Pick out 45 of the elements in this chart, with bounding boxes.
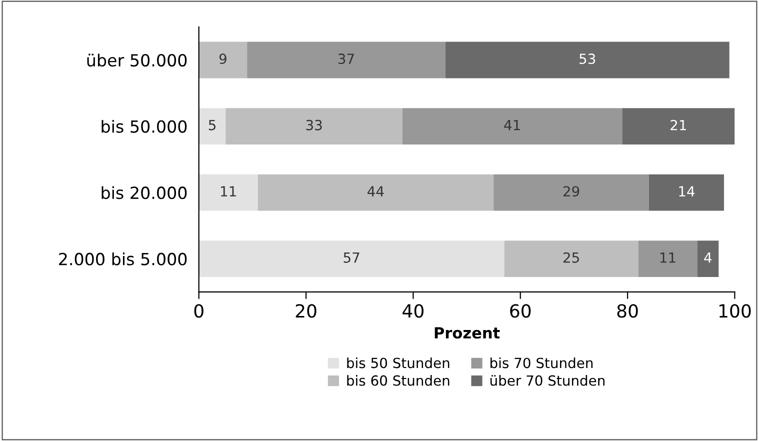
data-label: 33: [306, 120, 322, 130]
bar: [247, 42, 446, 78]
data-label: 41: [504, 120, 520, 130]
bar: [198, 42, 248, 78]
bar: [494, 174, 649, 211]
x-tick-label: 40: [402, 304, 424, 318]
data-label: 57: [344, 252, 360, 263]
bar: [198, 174, 258, 211]
x-axis-title: Prozent: [434, 327, 500, 339]
bar: [198, 240, 504, 278]
x-tick-label: 100: [719, 304, 751, 318]
bar: [622, 108, 735, 145]
data-label: 53: [580, 54, 596, 64]
data-label: 21: [670, 120, 686, 130]
bar: [258, 174, 494, 211]
data-label: 11: [660, 252, 676, 263]
legend-label: bis 70 Stunden: [490, 357, 593, 368]
x-tick-label: 60: [510, 304, 531, 318]
y-tick-label: bis 50.000: [102, 120, 187, 133]
data-label: 25: [563, 252, 579, 263]
data-label: 4: [704, 252, 712, 263]
x-tick-label: 0: [194, 304, 204, 318]
y-tick-label: über 50.000: [87, 54, 187, 67]
data-label: 44: [368, 186, 384, 196]
data-label: 9: [219, 54, 226, 64]
data-label: 37: [338, 54, 354, 64]
bar: [445, 42, 730, 78]
bar: [226, 108, 402, 145]
bar: [697, 240, 719, 278]
data-label: 5: [208, 120, 216, 130]
data-label: 29: [563, 186, 580, 197]
data-label: 14: [679, 186, 695, 196]
y-tick-label: bis 20.000: [102, 186, 187, 200]
data-label: 11: [221, 186, 236, 196]
bar: [198, 108, 226, 145]
x-tick-label: 20: [296, 304, 316, 318]
x-tick-label: 80: [617, 304, 638, 318]
legend-label: bis 60 Stunden: [347, 375, 450, 386]
legend-label: über 70 Stunden: [490, 375, 605, 386]
bar: [648, 174, 724, 211]
bar: [402, 108, 622, 145]
bar: [504, 240, 638, 278]
bar: [638, 240, 698, 278]
y-tick-label: 2.000 bis 5.000: [59, 252, 187, 266]
legend-label: bis 50 Stunden: [347, 357, 450, 368]
